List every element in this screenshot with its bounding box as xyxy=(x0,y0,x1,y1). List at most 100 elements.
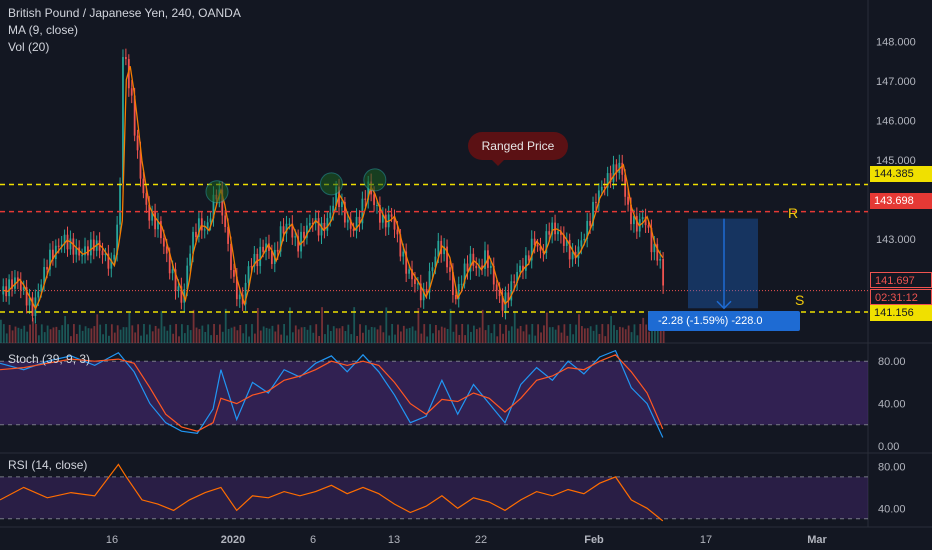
candle-body xyxy=(600,186,603,191)
volume-bar xyxy=(318,335,321,343)
candle-body xyxy=(454,294,457,300)
volume-bar xyxy=(271,325,274,343)
candle-body xyxy=(595,201,597,203)
volume-bar xyxy=(373,327,376,343)
candle-body xyxy=(580,240,583,247)
candle-body xyxy=(635,216,638,232)
volume-bar xyxy=(268,328,271,343)
candle-body xyxy=(524,255,527,271)
volume-bar xyxy=(110,324,113,343)
volume-bar xyxy=(405,328,408,343)
volume-bar xyxy=(99,324,102,343)
volume-bar xyxy=(399,331,402,343)
volume-bar xyxy=(636,335,639,343)
volume-bar xyxy=(353,307,356,343)
volume-bar xyxy=(522,331,525,343)
volume-bar xyxy=(207,324,210,343)
volume-bar xyxy=(61,325,64,343)
candle-body xyxy=(641,217,644,220)
volume-bar xyxy=(653,328,656,343)
volume-bar xyxy=(414,330,417,343)
volume-bar xyxy=(274,331,277,343)
volume-bar xyxy=(551,327,554,343)
time-tick-label: 22 xyxy=(475,534,487,546)
candle-body xyxy=(265,243,267,252)
candle-body xyxy=(14,277,16,289)
candle-body xyxy=(139,150,142,179)
candle-body xyxy=(87,246,89,256)
time-tick-label: 2020 xyxy=(221,534,245,546)
candle-body xyxy=(171,269,174,274)
volume-bar xyxy=(151,331,154,343)
volume-bar xyxy=(221,331,224,343)
support-label: S xyxy=(795,292,805,308)
volume-bar xyxy=(154,325,157,343)
candle-body xyxy=(270,250,273,264)
stoch-tick-label: 0.00 xyxy=(878,441,899,453)
volume-bar xyxy=(516,328,519,343)
candle-body xyxy=(142,178,145,194)
volume-bar xyxy=(548,327,551,343)
volume-bar xyxy=(461,324,464,343)
volume-bar xyxy=(64,316,67,343)
candle-body xyxy=(527,255,530,261)
volume-bar xyxy=(213,324,215,343)
volume-bar xyxy=(575,324,577,343)
volume-bar xyxy=(300,327,303,343)
volume-bar xyxy=(455,324,458,343)
highlight-circle xyxy=(319,172,343,196)
candle-body xyxy=(22,287,25,290)
stoch-legend[interactable]: Stoch (39, 9, 3) xyxy=(8,352,91,366)
volume-bar xyxy=(417,307,420,343)
candle-body xyxy=(311,222,314,224)
ranged-price-callout[interactable]: Ranged Price xyxy=(468,132,568,166)
candle-body xyxy=(367,181,370,200)
candle-body xyxy=(548,231,551,235)
volume-bar xyxy=(183,333,186,343)
volume-bar xyxy=(134,332,137,343)
volume-bar xyxy=(364,325,367,343)
candle-body xyxy=(116,224,119,255)
volume-bar xyxy=(510,326,513,343)
volume-bar xyxy=(175,324,177,343)
volume-bar xyxy=(163,326,166,343)
volume-bar xyxy=(452,331,455,343)
support-price-label: 141.156 xyxy=(870,305,932,321)
volume-bar xyxy=(662,330,665,343)
candle-body xyxy=(364,198,367,200)
rsi-legend[interactable]: RSI (14, close) xyxy=(8,458,88,472)
projection-stats-box[interactable]: -2.28 (-1.59%) -228.0 xyxy=(648,311,800,331)
volume-bar xyxy=(280,334,283,343)
volume-bar xyxy=(554,329,557,343)
candle-body xyxy=(554,222,556,235)
candle-body xyxy=(154,211,156,230)
volume-bar xyxy=(402,325,405,343)
volume-bar xyxy=(659,326,662,343)
volume-bar xyxy=(388,335,391,343)
candle-body xyxy=(609,173,612,182)
volume-bar xyxy=(566,335,569,343)
candle-body xyxy=(113,254,116,260)
volume-bar xyxy=(446,328,449,343)
stoch-band xyxy=(0,361,868,425)
volume-bar xyxy=(385,307,388,343)
candle-body xyxy=(25,287,28,306)
volume-bar xyxy=(81,330,84,343)
volume-bar xyxy=(394,334,396,343)
candle-body xyxy=(46,266,48,270)
candle-body xyxy=(390,214,393,217)
volume-bar xyxy=(84,326,87,343)
volume-bar xyxy=(449,308,452,343)
candle-body xyxy=(81,255,83,257)
ma-legend[interactable]: MA (9, close) xyxy=(8,23,79,37)
candle-body xyxy=(443,246,446,255)
candle-body xyxy=(72,238,75,255)
vol-legend[interactable]: Vol (20) xyxy=(8,40,50,54)
candle-body xyxy=(92,239,95,251)
volume-bar xyxy=(256,307,259,343)
candle-body xyxy=(49,249,51,270)
candle-body xyxy=(238,294,241,300)
volume-bar xyxy=(2,324,5,343)
